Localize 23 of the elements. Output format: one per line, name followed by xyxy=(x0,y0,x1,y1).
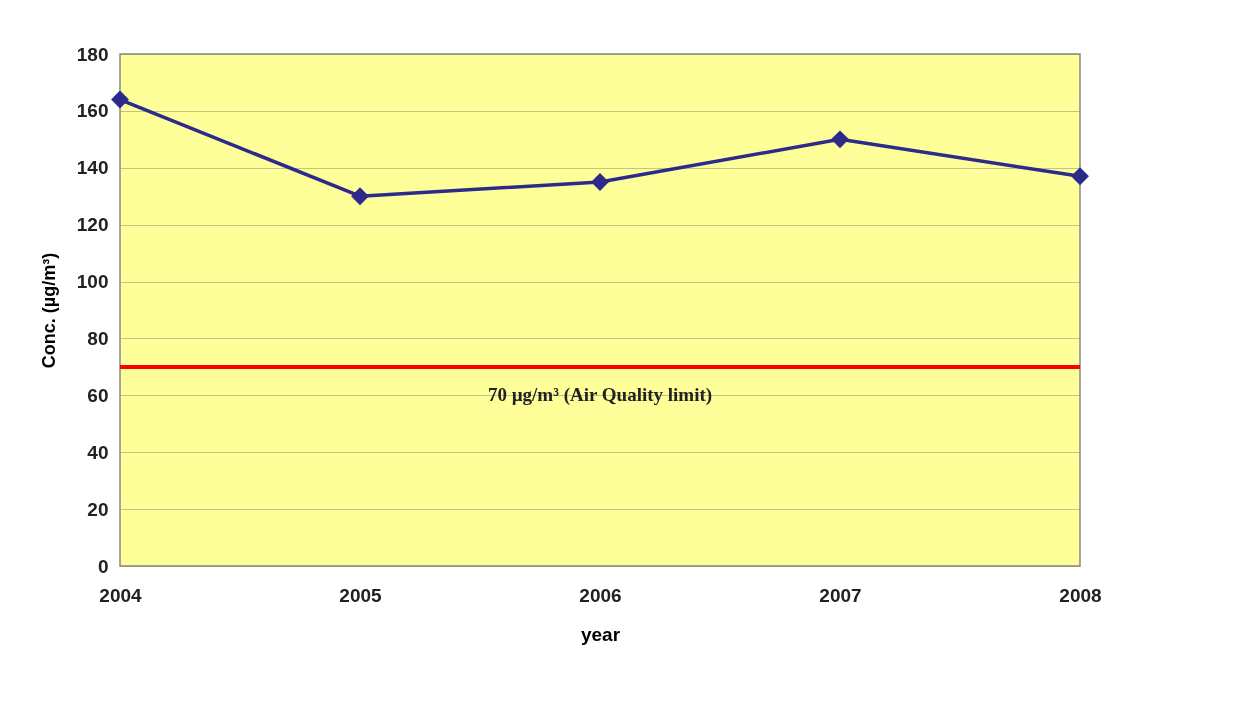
y-tick-label: 100 xyxy=(76,271,109,293)
point xyxy=(831,130,849,149)
ref-line-label: 70 µg/m³ (Air Quality limit) xyxy=(487,383,713,406)
y-tick-label: 120 xyxy=(76,214,109,236)
y-axis-title: Conc. (µg/m³) xyxy=(38,252,59,369)
x-tick-label: 2008 xyxy=(1059,584,1102,606)
y-tick-label: 80 xyxy=(87,327,109,349)
y-tick-label: 40 xyxy=(87,441,109,463)
x-tick-label: 2004 xyxy=(99,584,143,606)
y-tick-label: 180 xyxy=(76,43,109,65)
y-tick-label: 140 xyxy=(76,157,109,179)
point xyxy=(111,90,129,109)
point xyxy=(591,173,609,191)
x-tick-label: 2007 xyxy=(819,584,862,606)
point xyxy=(1071,167,1089,186)
y-tick-label: 160 xyxy=(76,100,109,122)
x-tick-label: 2006 xyxy=(579,584,622,606)
x-axis-title: year xyxy=(580,623,621,645)
x-tick-label: 2005 xyxy=(339,584,383,606)
y-tick-label: 0 xyxy=(97,555,109,577)
y-tick-label: 20 xyxy=(87,498,109,520)
point xyxy=(351,187,369,206)
y-tick-label: 60 xyxy=(87,384,109,406)
